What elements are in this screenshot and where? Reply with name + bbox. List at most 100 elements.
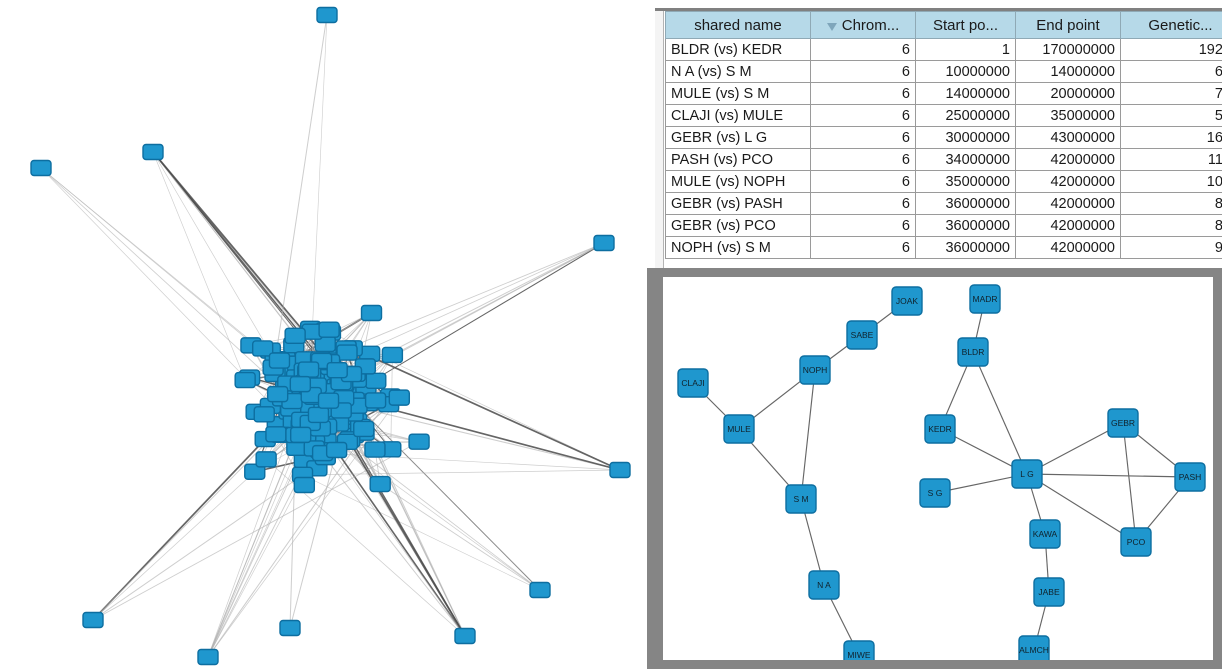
edge-table[interactable]: shared name Chrom... Start po... End point G… — [665, 11, 1222, 259]
network-node[interactable] — [30, 159, 52, 177]
network-node[interactable] — [609, 461, 631, 479]
cell-genetic[interactable]: 10.5 — [1120, 170, 1222, 193]
network-node[interactable] — [325, 441, 348, 459]
network-node[interactable] — [336, 344, 358, 361]
network-node-MIWE[interactable]: MIWE — [843, 640, 875, 660]
network-node-SG[interactable]: S G — [919, 478, 951, 508]
network-node[interactable] — [593, 234, 615, 252]
network-node[interactable] — [265, 426, 287, 443]
network-node[interactable] — [353, 420, 375, 438]
cell-genetic[interactable]: 16.9 — [1120, 126, 1222, 149]
network-node-ALMCH[interactable]: ALMCH — [1018, 635, 1050, 660]
network-node[interactable] — [307, 406, 330, 424]
network-node[interactable] — [388, 389, 411, 406]
cell-start_point[interactable]: 35000000 — [915, 170, 1016, 193]
network-node[interactable] — [364, 441, 386, 458]
cell-end_point[interactable]: 35000000 — [1015, 104, 1121, 127]
network-node-GEBR[interactable]: GEBR — [1107, 408, 1139, 438]
network-node-NA[interactable]: N A — [808, 570, 840, 600]
network-node[interactable] — [289, 426, 312, 444]
cell-genetic[interactable]: 11.4 — [1120, 148, 1222, 171]
cell-start_point[interactable]: 14000000 — [915, 82, 1016, 105]
network-edge[interactable] — [311, 14, 328, 332]
cell-shared_name[interactable]: MULE (vs) S M — [665, 82, 811, 105]
network-edge[interactable] — [207, 425, 302, 658]
network-node[interactable] — [529, 581, 551, 599]
network-node[interactable] — [293, 476, 316, 494]
network-edge[interactable] — [40, 167, 306, 411]
cell-genetic[interactable]: 6.6 — [1120, 60, 1222, 83]
cell-genetic[interactable]: 8.4 — [1120, 214, 1222, 237]
network-node[interactable] — [268, 352, 291, 369]
cell-start_point[interactable]: 36000000 — [915, 192, 1016, 215]
network-edge[interactable] — [1026, 422, 1124, 475]
network-node[interactable] — [408, 433, 430, 450]
network-edge[interactable] — [1122, 422, 1137, 543]
network-node-SABE[interactable]: SABE — [846, 320, 878, 350]
network-node[interactable] — [197, 648, 219, 666]
cell-end_point[interactable]: 42000000 — [1015, 148, 1121, 171]
network-node[interactable] — [316, 6, 338, 24]
cell-end_point[interactable]: 14000000 — [1015, 60, 1121, 83]
cell-shared_name[interactable]: NOPH (vs) S M — [665, 236, 811, 259]
network-node-JOAK[interactable]: JOAK — [891, 286, 923, 316]
cell-chromosome[interactable]: 6 — [810, 148, 916, 171]
network-edge[interactable] — [92, 438, 266, 621]
cell-start_point[interactable]: 25000000 — [915, 104, 1016, 127]
cell-genetic[interactable]: 5.9 — [1120, 104, 1222, 127]
network-node[interactable] — [317, 392, 340, 409]
network-node[interactable] — [279, 619, 301, 637]
column-header-chromosome[interactable]: Chrom... — [810, 11, 916, 39]
network-edge[interactable] — [207, 421, 294, 658]
network-edge[interactable] — [351, 347, 621, 471]
network-node[interactable] — [360, 304, 383, 322]
network-edge[interactable] — [343, 242, 605, 399]
network-node-MADR[interactable]: MADR — [969, 284, 1001, 314]
network-edge[interactable] — [1026, 473, 1191, 478]
network-node-PASH[interactable]: PASH — [1174, 462, 1206, 492]
network-edge[interactable] — [367, 402, 621, 471]
table-scroll-area[interactable]: shared name Chrom... Start po... End point G… — [665, 11, 1222, 270]
cell-genetic[interactable]: 192.0 — [1120, 38, 1222, 61]
network-node-KEDR[interactable]: KEDR — [924, 414, 956, 444]
network-node[interactable] — [244, 463, 266, 480]
network-node[interactable] — [234, 371, 256, 389]
cell-start_point[interactable]: 1 — [915, 38, 1016, 61]
cell-chromosome[interactable]: 6 — [810, 214, 916, 237]
network-node[interactable] — [381, 346, 404, 364]
cell-end_point[interactable]: 43000000 — [1015, 126, 1121, 149]
cell-shared_name[interactable]: GEBR (vs) L G — [665, 126, 811, 149]
column-header-genetic[interactable]: Genetic... — [1120, 11, 1222, 39]
network-edge[interactable] — [379, 483, 541, 591]
network-node[interactable] — [251, 340, 274, 357]
table-row[interactable]: NOPH (vs) S M636000000420000009.9 — [665, 236, 1222, 259]
network-edge[interactable] — [152, 151, 246, 381]
cell-chromosome[interactable]: 6 — [810, 236, 916, 259]
network-node[interactable] — [253, 406, 275, 423]
cell-shared_name[interactable]: PASH (vs) PCO — [665, 148, 811, 171]
network-node[interactable] — [255, 451, 277, 468]
cell-chromosome[interactable]: 6 — [810, 170, 916, 193]
network-edge[interactable] — [92, 471, 256, 621]
network-node[interactable] — [266, 385, 289, 403]
network-node-JABE[interactable]: JABE — [1033, 577, 1065, 607]
table-row[interactable]: MULE (vs) S M614000000200000007.5 — [665, 82, 1222, 105]
network-node-MULE[interactable]: MULE — [723, 414, 755, 444]
cell-end_point[interactable]: 42000000 — [1015, 236, 1121, 259]
network-edge[interactable] — [1026, 473, 1137, 543]
network-node-PCO[interactable]: PCO — [1120, 527, 1152, 557]
main-network-canvas[interactable] — [0, 0, 640, 669]
cell-shared_name[interactable]: N A (vs) S M — [665, 60, 811, 83]
network-node-CLAJI[interactable]: CLAJI — [677, 368, 709, 398]
cell-chromosome[interactable]: 6 — [810, 126, 916, 149]
cell-genetic[interactable]: 7.5 — [1120, 82, 1222, 105]
subnetwork-canvas[interactable]: CLAJI MULE NOPH SABE JOAK S M N A MIWE MADR BLDR K… — [663, 277, 1213, 660]
cell-shared_name[interactable]: MULE (vs) NOPH — [665, 170, 811, 193]
network-node[interactable] — [284, 327, 306, 345]
table-row[interactable]: N A (vs) S M610000000140000006.6 — [665, 60, 1222, 83]
network-node-NOPH[interactable]: NOPH — [799, 355, 831, 385]
network-edge[interactable] — [207, 447, 298, 658]
